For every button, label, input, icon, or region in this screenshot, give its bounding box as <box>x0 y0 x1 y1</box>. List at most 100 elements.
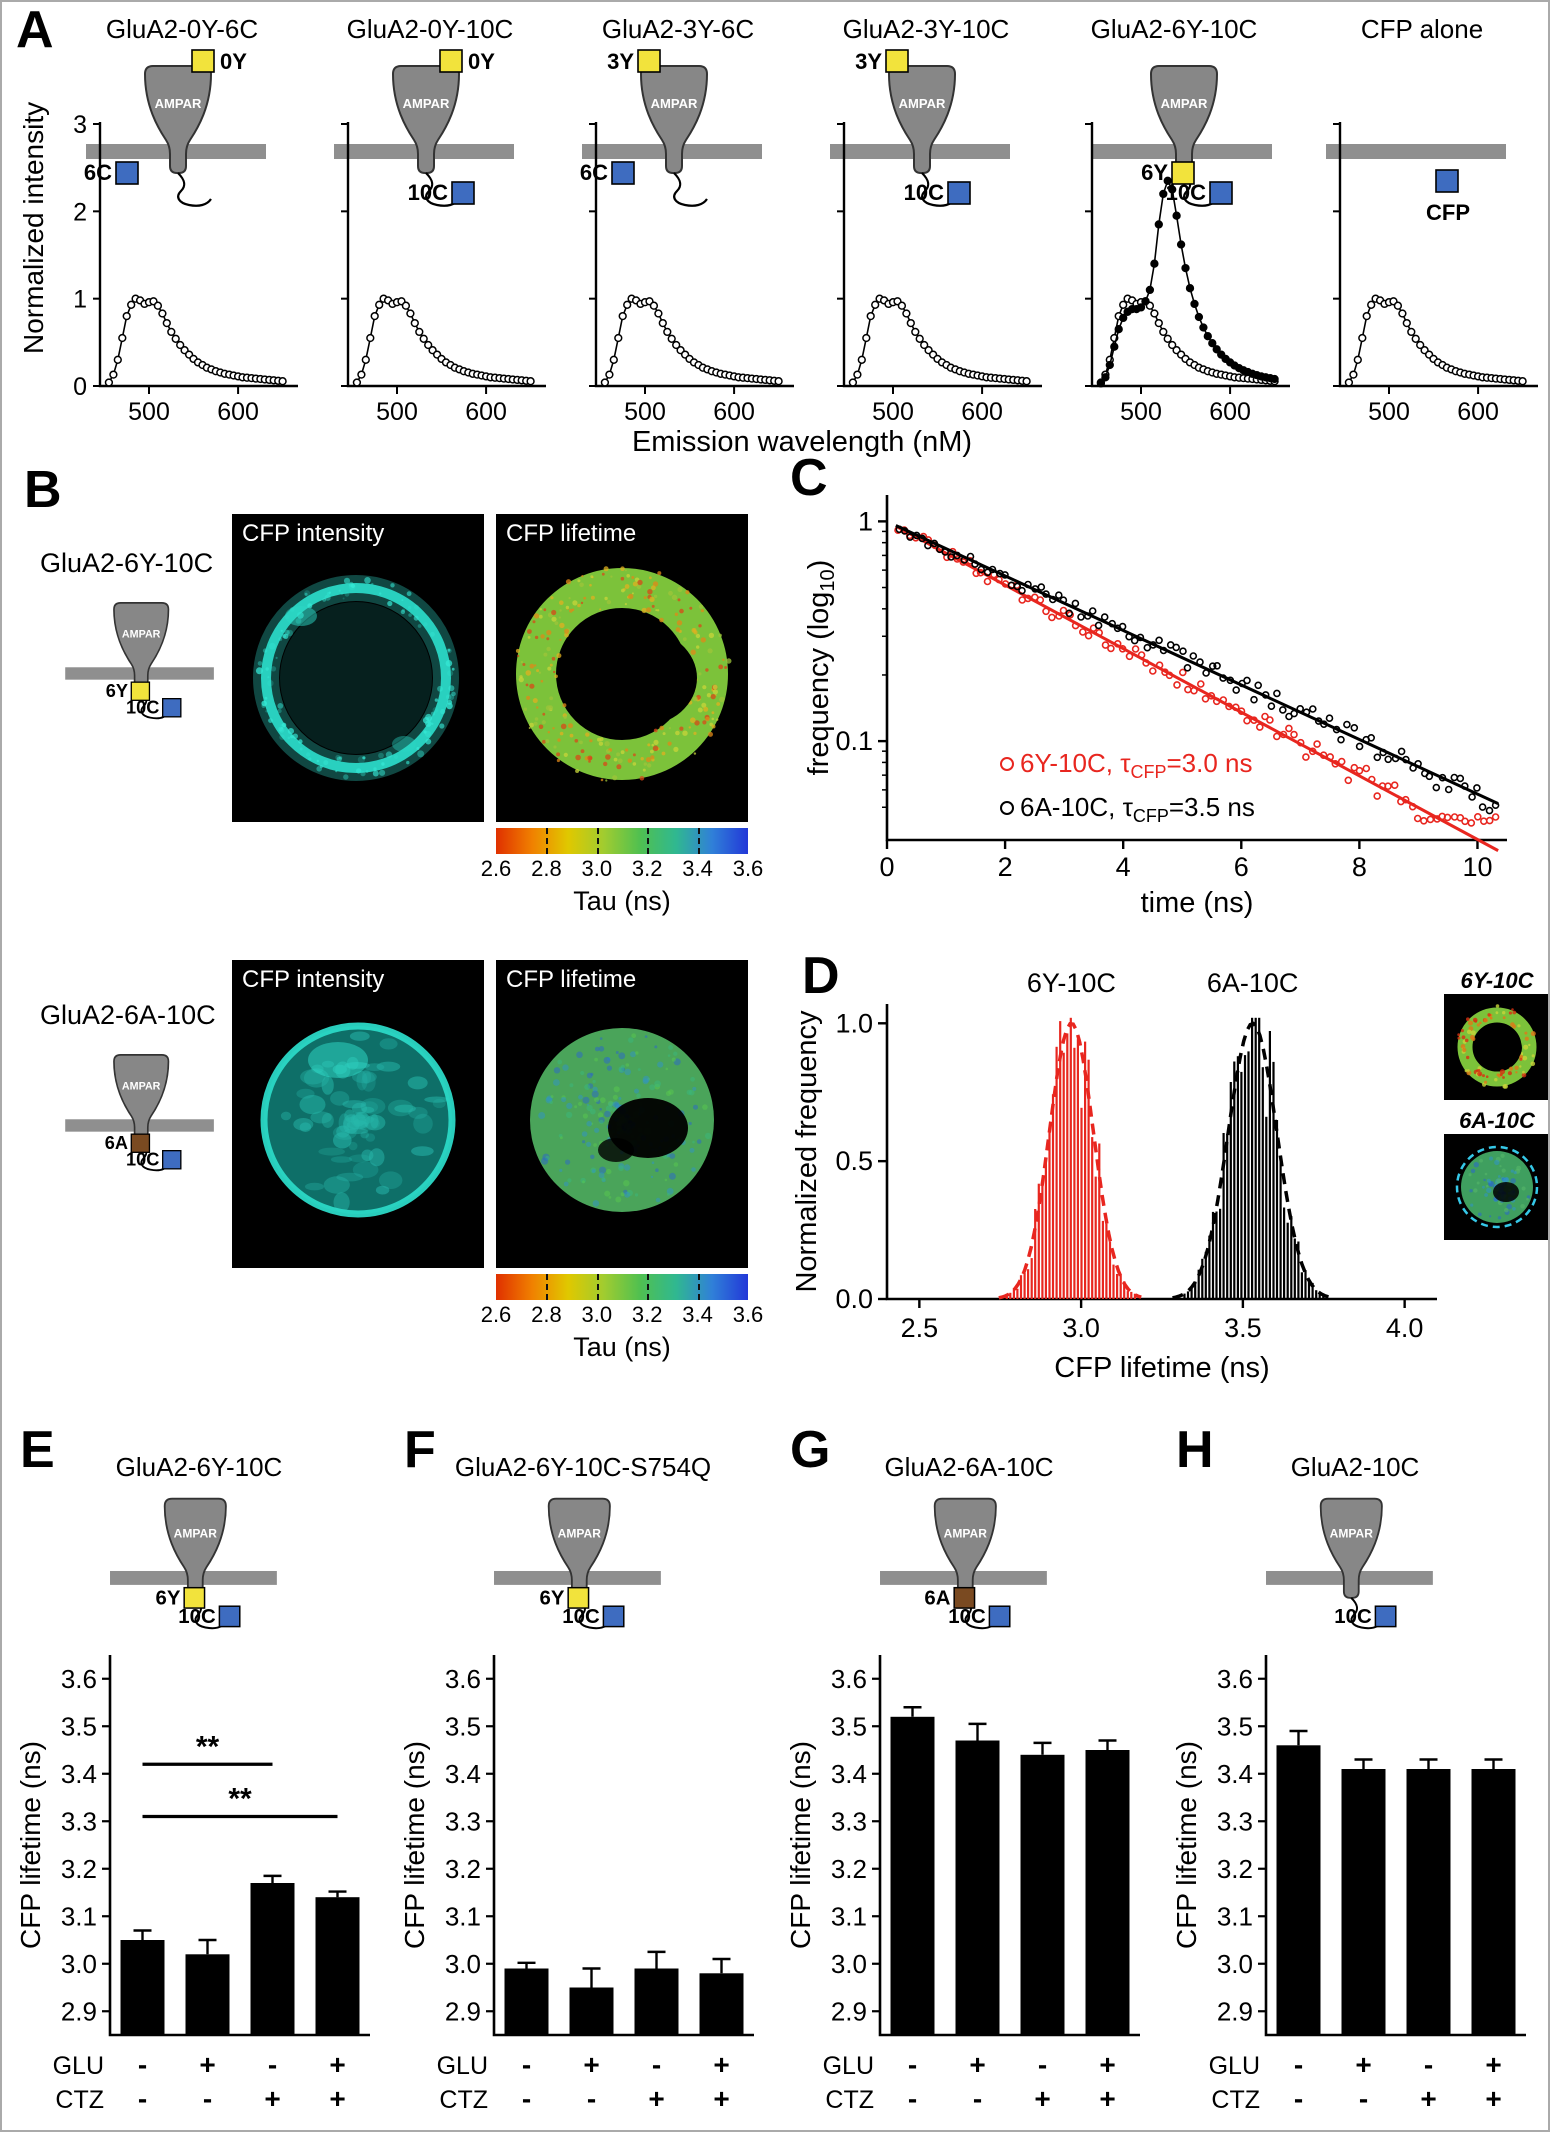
subpanel-title: GluA2-3Y-10C <box>842 14 1010 44</box>
svg-text:-: - <box>908 2083 917 2114</box>
svg-text:3.5: 3.5 <box>1224 1313 1262 1343</box>
svg-text:CTZ: CTZ <box>825 2086 874 2114</box>
inset-cell-image <box>1444 994 1548 1100</box>
colorbar-tick: 3.0 <box>581 1302 613 1327</box>
svg-text:6: 6 <box>1234 852 1249 882</box>
svg-text:-: - <box>138 2083 147 2114</box>
svg-text:3.5: 3.5 <box>831 1711 867 1741</box>
cell-image <box>496 960 748 1268</box>
svg-text:AMPAR: AMPAR <box>174 1527 218 1541</box>
emission-spectrum-plot: 500 600 <box>589 122 794 426</box>
svg-text:AMPAR: AMPAR <box>899 96 946 111</box>
colorbar-tick: 2.8 <box>531 1302 562 1327</box>
panel-g-letter: G <box>790 1421 831 1479</box>
svg-text:6C: 6C <box>580 160 608 185</box>
svg-text:6C: 6C <box>84 160 112 185</box>
svg-text:2.9: 2.9 <box>61 1996 97 2026</box>
svg-text:500: 500 <box>1368 398 1410 426</box>
svg-text:3Y: 3Y <box>855 49 882 74</box>
svg-text:3.0: 3.0 <box>61 1949 97 1979</box>
cell-image <box>496 514 748 822</box>
svg-text:6A-10C, τCFP=3.5 ns: 6A-10C, τCFP=3.5 ns <box>1020 792 1255 826</box>
svg-text:-: - <box>203 2083 212 2114</box>
svg-text:4.0: 4.0 <box>1386 1313 1424 1343</box>
panel-f-letter: F <box>404 1421 436 1479</box>
panel-title: GluA2-6Y-10C-S754Q <box>454 1452 712 1482</box>
svg-text:6A-10C: 6A-10C <box>1207 968 1299 998</box>
subpanel-glua2-3y-6c: GluA2-3Y-6C AMPAR 3Y 6C 500 600 <box>554 14 802 434</box>
svg-text:-: - <box>973 2083 982 2114</box>
svg-text:GLU: GLU <box>1209 2052 1260 2080</box>
svg-text:1: 1 <box>858 506 873 536</box>
svg-text:0.0: 0.0 <box>835 1284 873 1314</box>
tau-axis-label: Tau (ns) <box>573 1332 671 1362</box>
svg-text:2.9: 2.9 <box>1217 1996 1253 2026</box>
panel-c-letter: C <box>790 449 828 507</box>
svg-text:frequency (log10): frequency (log10) <box>803 560 839 776</box>
svg-text:CTZ: CTZ <box>55 2086 104 2114</box>
svg-text:3.0: 3.0 <box>1062 1313 1100 1343</box>
svg-text:3.4: 3.4 <box>1217 1759 1253 1789</box>
svg-text:6Y-10C, τCFP=3.0 ns: 6Y-10C, τCFP=3.0 ns <box>1020 748 1253 782</box>
panel-e: E GluA2-6Y-10C AMPAR 6Y 10C 2.9 3.0 3.1 3.2 3.… <box>10 1420 388 2130</box>
svg-text:0Y: 0Y <box>468 49 495 74</box>
svg-text:**: ** <box>196 1730 220 1763</box>
colorbar-tick: 3.0 <box>581 856 613 881</box>
svg-text:-: - <box>587 2083 596 2114</box>
svg-text:CFP: CFP <box>1426 200 1470 225</box>
inset-label: 6Y-10C <box>1460 968 1534 993</box>
svg-text:GLU: GLU <box>53 2052 104 2080</box>
colorbar-tick: 2.6 <box>480 856 512 881</box>
svg-text:500: 500 <box>1120 398 1162 426</box>
svg-text:1: 1 <box>73 286 87 314</box>
svg-text:6Y: 6Y <box>156 1587 181 1609</box>
svg-text:10C: 10C <box>126 1150 159 1170</box>
svg-text:0: 0 <box>879 852 894 882</box>
svg-text:4: 4 <box>1116 852 1131 882</box>
svg-text:+: + <box>1485 2083 1501 2114</box>
svg-text:600: 600 <box>1457 398 1499 426</box>
svg-text:3.2: 3.2 <box>831 1854 867 1884</box>
svg-text:3.5: 3.5 <box>1217 1711 1253 1741</box>
svg-text:+: + <box>583 2049 599 2080</box>
cell-image <box>232 960 484 1268</box>
svg-text:3.5: 3.5 <box>445 1711 481 1741</box>
svg-text:600: 600 <box>961 398 1003 426</box>
colorbar-tick: 3.2 <box>631 856 663 881</box>
svg-text:600: 600 <box>713 398 755 426</box>
svg-text:-: - <box>1359 2083 1368 2114</box>
svg-text:+: + <box>713 2049 729 2080</box>
svg-text:-: - <box>1424 2049 1433 2080</box>
svg-text:6Y: 6Y <box>106 681 128 701</box>
svg-text:0: 0 <box>73 373 87 401</box>
svg-text:AMPAR: AMPAR <box>155 96 202 111</box>
panel-a-letter: A <box>16 1 54 59</box>
svg-text:CFP lifetime (ns): CFP lifetime (ns) <box>785 1741 816 1949</box>
svg-text:3.1: 3.1 <box>61 1901 97 1931</box>
svg-text:+: + <box>713 2083 729 2114</box>
panel-a: GluA2-0Y-6C AMPAR 0Y 6C 0 1 2 3 500 600 GluA2-0… <box>58 14 1546 434</box>
svg-text:+: + <box>1485 2049 1501 2080</box>
image-label: CFP intensity <box>242 520 385 547</box>
svg-text:3.6: 3.6 <box>1217 1664 1253 1694</box>
colorbar-ticks: 2.6 2.8 3.0 3.2 3.4 3.6 <box>481 1302 764 1332</box>
emission-spectrum-plot: 500 600 <box>1085 122 1290 426</box>
emission-wavelength-axis-label: Emission wavelength (nM) <box>631 426 973 458</box>
svg-text:3.2: 3.2 <box>61 1854 97 1884</box>
emission-spectrum-plot: 500 600 <box>837 122 1042 426</box>
subpanel-glua2-0y-6c: GluA2-0Y-6C AMPAR 0Y 6C 0 1 2 3 500 600 <box>58 14 306 434</box>
svg-text:GLU: GLU <box>823 2052 874 2080</box>
cfp-lifetime-image: CFP lifetime <box>496 514 748 822</box>
inset-6a-10c <box>1444 1134 1548 1240</box>
svg-text:Normalized frequency: Normalized frequency <box>791 1010 823 1293</box>
svg-text:+: + <box>264 2083 280 2114</box>
panel-h: H GluA2-10C AMPAR 10C 2.9 3.0 3.1 3.2 3.3 3.4 3… <box>1166 1420 1544 2130</box>
panel-h-letter: H <box>1176 1421 1214 1479</box>
colorbar-tick: 3.4 <box>682 856 713 881</box>
svg-text:600: 600 <box>465 398 507 426</box>
panel-b-letter: B <box>24 461 62 519</box>
